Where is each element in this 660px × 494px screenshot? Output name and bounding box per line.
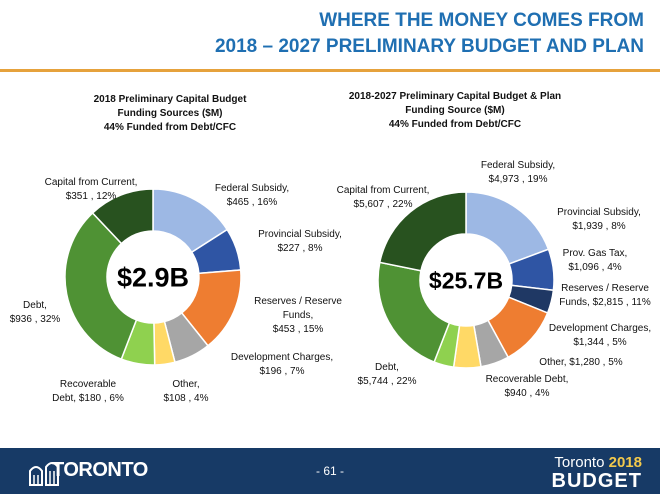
slide-title-line1: WHERE THE MONEY COMES FROM [319,10,644,31]
left-label-federal-subsidy: Federal Subsidy, $465 , 16% [215,183,289,208]
toronto-wordmark: TORONTO [52,459,148,481]
right-label-development-charges: Development Charges, $1,344 , 5% [549,323,651,348]
footer-bar: TORONTO - 61 - Toronto 2018 BUDGET [0,448,660,494]
right-label-capital-from-current: Capital from Current, $5,607 , 22% [337,185,430,210]
budget-brand: Toronto 2018 BUDGET [551,454,642,492]
donut-charts-canvas: Federal Subsidy, $465 , 16% Provincial Sub… [10,160,651,404]
right-label-prov-gas-tax: Prov. Gas Tax, $1,096 , 4% [563,248,628,273]
left-label-reserves-reserve-funds: Reserves / Reserve Funds, $453 , 15% [254,296,342,335]
left-label-development-charges: Development Charges, $196 , 7% [231,352,333,377]
left-label-debt: Debt, $936 , 32% [10,300,61,325]
left-label-capital-from-current: Capital from Current, $351 , 12% [45,177,138,202]
slide-title-line2: 2018 – 2027 PRELIMINARY BUDGET AND PLAN [214,36,644,57]
left-heading-line1: 2018 Preliminary Capital Budget [93,94,247,105]
right-chart-heading: 2018-2027 Preliminary Capital Budget & P… [340,90,570,132]
toronto-city-hall-icon [29,462,59,486]
left-heading-line3: 44% Funded from Debt/CFC [103,122,237,133]
left-slice-debt [64,211,138,361]
brand-year: 2018 [608,454,642,471]
left-label-recoverable-debt: Recoverable Debt, $180 , 6% [52,379,124,404]
right-heading-line2: Funding Source ($M) [405,105,505,116]
left-chart-heading: 2018 Preliminary Capital Budget Funding … [55,93,285,135]
right-heading-line1: 2018-2027 Preliminary Capital Budget & P… [348,91,562,102]
right-heading-line3: 44% Funded from Debt/CFC [388,119,522,130]
right-label-debt: Debt, $5,744 , 22% [358,362,417,387]
left-label-provincial-subsidy: Provincial Subsidy, $227 , 8% [258,229,342,254]
right-label-other: Other, $1,280 , 5% [539,357,622,368]
left-label-other: Other, $108 , 4% [163,379,208,404]
right-label-recoverable-debt: Recoverable Debt, $940 , 4% [486,374,569,399]
page-number: - 61 - [315,464,344,478]
right-slice-capital-from-current [378,191,467,272]
left-heading-line2: Funding Sources ($M) [117,108,223,119]
right-label-reserves-reserve-funds: Reserves / Reserve Funds, $2,815 , 11% [559,283,651,308]
right-center-total: $25.7B [429,267,503,293]
left-slice-capital-from-current [91,188,154,245]
title-divider [0,69,660,72]
right-label-federal-subsidy: Federal Subsidy, $4,973 , 19% [481,160,555,185]
left-center-total: $2.9B [117,263,189,293]
right-label-provincial-subsidy: Provincial Subsidy, $1,939 , 8% [557,207,641,232]
brand-city: Toronto [554,454,605,471]
brand-word: BUDGET [551,470,642,492]
